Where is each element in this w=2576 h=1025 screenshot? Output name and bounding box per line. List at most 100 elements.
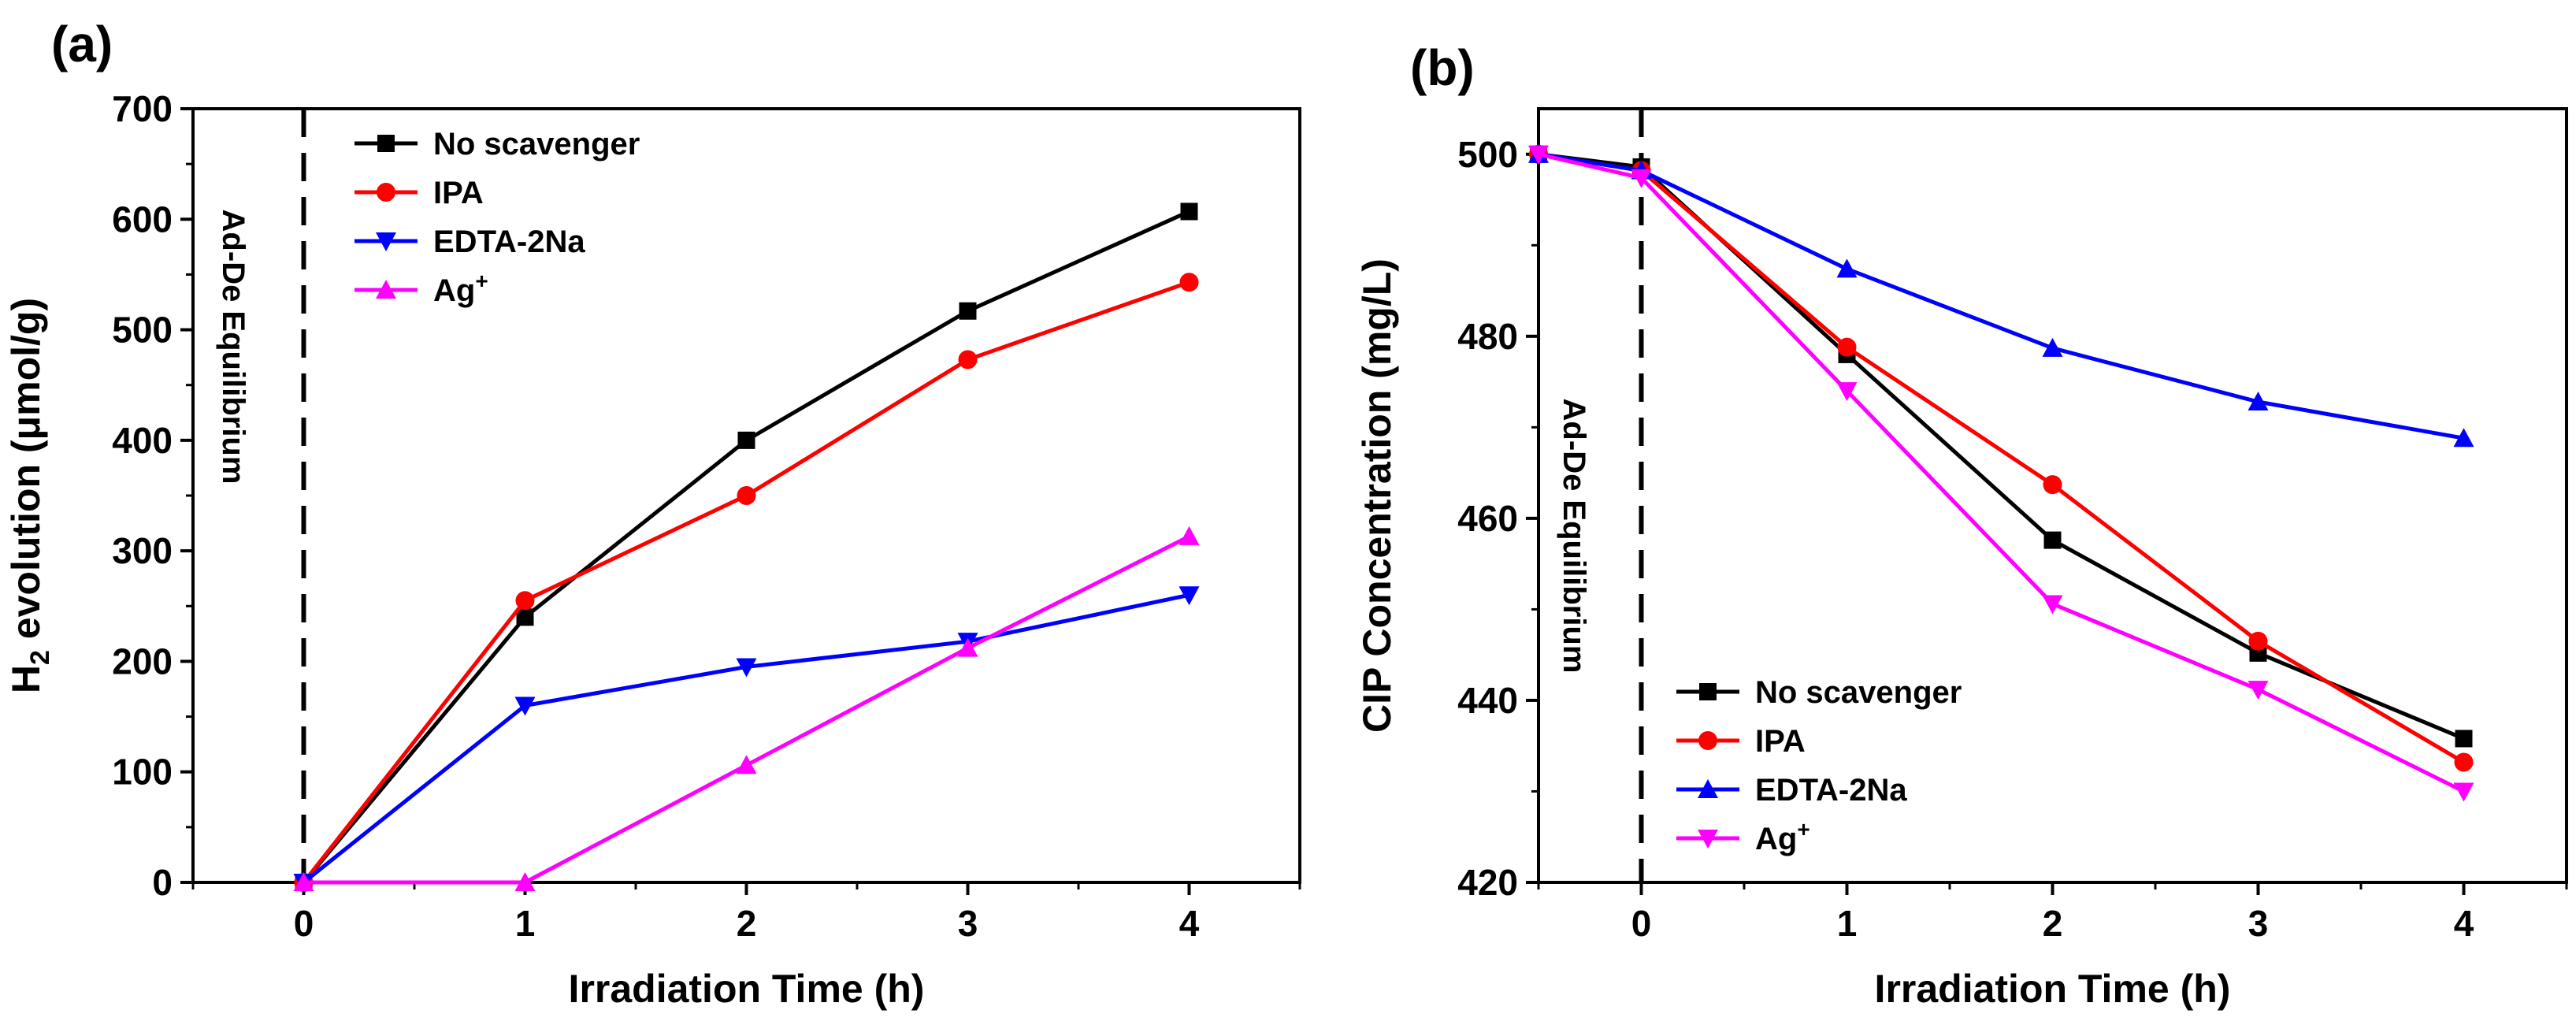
panel-a-series-line-edta-2na: [302, 592, 1190, 884]
panel-b-data-point-ag: [2042, 595, 2063, 615]
panel-b-x-tick-label: 3: [2248, 903, 2269, 944]
panel-b-x-tick-label: 0: [1631, 903, 1652, 944]
panel-a-data-point-no-scavenger: [1180, 202, 1198, 221]
panel-a-data-point-ag: [293, 872, 314, 891]
panel-b-chart: (b) 0 1 2 3 4 420 440 460 480 500 Irradiation Time…: [1355, 39, 2568, 1011]
panel-b-data-point-ag: [1528, 145, 1549, 165]
panel-b-legend-label-ag: Ag+: [1755, 817, 1810, 856]
panel-b-y-tick-label: 500: [1457, 134, 1518, 175]
panel-b-data-point-no-scavenger: [2043, 531, 2062, 549]
panel-b-series-ag: [1528, 145, 2474, 802]
panel-a-legend-label-sup: +: [475, 269, 488, 293]
panel-b-equilibrium-annotation: Ad-De Equilibrium: [1557, 399, 1591, 674]
panel-a-series-line-ipa: [302, 280, 1190, 884]
panel-a-x-tick-label: 2: [737, 903, 757, 944]
panel-a-data-point-ipa: [737, 486, 756, 505]
panel-b-data-point-ipa: [2043, 475, 2062, 495]
panel-b-series-line-ag: [1538, 152, 2465, 793]
panel-a-data-point-no-scavenger: [737, 431, 755, 449]
panel-b-data-point-ipa: [1837, 337, 1857, 357]
panel-b-legend-marker-no-scavenger: [1699, 683, 1717, 700]
panel-b-series-line-edta-2na: [1538, 152, 2464, 440]
panel-b-data-point-edta-2na: [2248, 392, 2269, 411]
panel-b-legend-label-no-scavenger: No scavenger: [1755, 675, 1962, 710]
panel-a-series-line-ag: [303, 534, 1190, 885]
panel-b-legend-label-sup: +: [1797, 817, 1810, 841]
panel-a-legend-marker-ipa: [377, 183, 395, 202]
panel-b-series-line-ipa: [1538, 152, 2465, 764]
panel-a-y-tick-label: 700: [112, 88, 173, 129]
panel-b-x-axis-title: Irradiation Time (h): [1875, 967, 2231, 1011]
panel-a-legend-marker-edta-2na: [376, 232, 396, 251]
panel-a-y-axis-title: H2 evolution (μmol/g): [4, 298, 55, 693]
panel-a-series-ag: [293, 525, 1200, 891]
panel-a-series-ipa: [294, 273, 1199, 892]
panel-a-data-point-ag: [1179, 525, 1200, 545]
panel-a-y-axis-title-main: H: [4, 665, 48, 693]
panel-a-y-tick-label: 200: [112, 641, 173, 681]
panel-a-data-point-ag: [514, 872, 536, 891]
panel-b-data-point-ag: [1836, 382, 1858, 402]
panel-b-data-point-ipa: [2248, 631, 2268, 651]
panel-b-legend-label-ipa: IPA: [1755, 724, 1806, 759]
panel-a-legend-label-ipa: IPA: [433, 176, 484, 210]
panel-a-y-tick-label: 300: [112, 530, 173, 571]
panel-b-legend-marker-edta-2na: [1698, 779, 1718, 798]
panel-a-y-axis-title-rest: evolution (μmol/g): [4, 298, 48, 650]
panel-a-y-tick-label: 0: [152, 862, 173, 903]
panel-a-legend-marker-no-scavenger: [377, 135, 395, 152]
panel-a-x-tick-label: 1: [515, 903, 536, 944]
panel-a-series-line-no-scavenger: [302, 210, 1190, 884]
panel-a-y-tick-label: 400: [112, 420, 173, 461]
panel-a-data-point-ipa: [958, 350, 978, 370]
panel-a-y-axis-title-sub: 2: [25, 650, 55, 665]
panel-a-label: (a): [51, 16, 113, 72]
panel-b-y-tick-label: 480: [1457, 316, 1518, 357]
panel-b-series-edta-2na: [1528, 143, 2474, 448]
panel-b-label: (b): [1410, 39, 1475, 96]
panel-a-data-point-edta-2na: [1179, 586, 1200, 606]
panel-a-legend-label-no-scavenger: No scavenger: [433, 127, 640, 162]
panel-b-y-axis-title: CIP Concentration (mg/L): [1355, 258, 1399, 733]
panel-b-y-tick-label: 420: [1457, 862, 1518, 903]
panel-b-data-point-ag: [2248, 681, 2269, 700]
panel-a-legend: No scavenger IPA EDTA-2Na Ag+: [354, 127, 640, 308]
panel-b-data-point-edta-2na: [2453, 428, 2474, 448]
panel-a-equilibrium-annotation: Ad-De Equilibrium: [216, 210, 251, 485]
panel-b-legend-marker-ipa: [1698, 731, 1717, 750]
panel-a-x-tick-label: 3: [958, 903, 978, 944]
panel-a-series-no-scavenger: [295, 202, 1198, 891]
panel-b-data-point-edta-2na: [1836, 258, 1858, 278]
panel-b-y-tick-label: 460: [1457, 498, 1518, 539]
panel-b-series-ipa: [1529, 144, 2474, 772]
panel-b-data-point-ipa: [2454, 752, 2474, 772]
panel-b-x-tick-label: 1: [1837, 903, 1858, 944]
panel-b-series-line-no-scavenger: [1538, 152, 2465, 741]
panel-a-data-point-ipa: [1179, 273, 1199, 292]
panel-a-y-tick-label: 100: [112, 752, 173, 793]
panel-b-data-point-ag: [1631, 169, 1652, 188]
panel-a-y-tick-label: 600: [112, 199, 173, 240]
panel-a-chart: (a) 0 1 2 3 4 0 100 200 300 400 500 600 700 Irradiati…: [4, 16, 1301, 1011]
panel-a-data-point-no-scavenger: [959, 302, 977, 320]
panel-b-y-tick-label: 440: [1457, 680, 1518, 721]
panel-a-data-point-ipa: [515, 591, 535, 611]
panel-a-series-edta-2na: [293, 586, 1200, 893]
panel-a-x-tick-label: 4: [1179, 903, 1200, 944]
panel-a-data-point-ag: [736, 755, 757, 774]
panel-a-y-tick-label: 500: [112, 310, 173, 351]
panel-b-legend-label-edta-2na: EDTA-2Na: [1755, 773, 1907, 808]
panel-b-y-axis-title-main: CIP Concentration (mg/L): [1355, 258, 1399, 733]
panel-b-data-point-no-scavenger: [2455, 730, 2473, 748]
panel-a-x-axis-title: Irradiation Time (h): [569, 967, 925, 1011]
panel-b-x-tick-label: 2: [2043, 903, 2063, 944]
panel-a-x-tick-label: 0: [294, 903, 314, 944]
panel-b-series-no-scavenger: [1530, 145, 2473, 748]
panel-b-data-point-edta-2na: [2042, 337, 2063, 357]
panel-a-legend-label-ag: Ag+: [433, 269, 488, 308]
panel-a-data-point-no-scavenger: [516, 608, 534, 626]
panel-b-legend: No scavenger IPA EDTA-2Na Ag+: [1676, 675, 1962, 856]
panel-b-data-point-ag: [2453, 782, 2474, 802]
panel-a-legend-marker-ag: [376, 280, 396, 299]
panel-b-legend-marker-ag: [1698, 830, 1718, 849]
